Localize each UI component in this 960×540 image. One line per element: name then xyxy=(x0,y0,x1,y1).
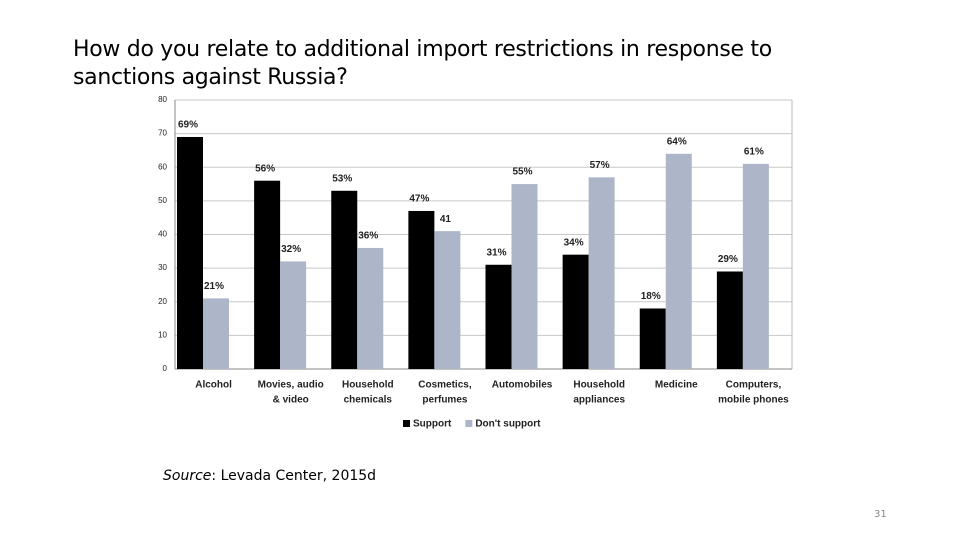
bar xyxy=(562,254,589,369)
bar xyxy=(742,163,769,369)
value-label: 18% xyxy=(641,291,661,302)
value-label: 69% xyxy=(178,120,198,131)
page-number: 31 xyxy=(874,509,887,520)
y-tick-label: 10 xyxy=(158,330,167,339)
legend-label: Support xyxy=(413,419,452,430)
source-text: : Levada Center, 2015d xyxy=(211,468,377,484)
x-tick-label: & video xyxy=(273,395,309,406)
bar xyxy=(357,247,384,369)
y-tick-label: 50 xyxy=(158,196,167,205)
x-tick-label: mobile phones xyxy=(718,395,789,406)
bar xyxy=(716,271,743,369)
value-label: 29% xyxy=(718,254,738,265)
x-tick-label: perfumes xyxy=(422,395,467,406)
source-label: Source xyxy=(163,468,212,484)
value-label: 64% xyxy=(667,136,687,147)
value-label: 56% xyxy=(255,163,275,174)
value-label: 32% xyxy=(281,244,301,255)
legend-swatch xyxy=(465,420,473,427)
bar xyxy=(639,308,666,369)
slide-title: How do you relate to additional import r… xyxy=(73,37,772,90)
x-tick-label: Automobiles xyxy=(492,380,553,391)
x-tick-label: Household xyxy=(342,380,394,391)
bar xyxy=(177,136,203,369)
legend-label: Don't support xyxy=(475,419,541,430)
value-label: 31% xyxy=(486,247,506,258)
y-tick-label: 40 xyxy=(158,230,167,239)
legend-swatch xyxy=(403,420,410,427)
y-tick-label: 60 xyxy=(158,162,167,171)
x-tick-label: appliances xyxy=(573,395,625,406)
bar xyxy=(485,264,512,369)
value-label: 47% xyxy=(409,194,429,205)
bar xyxy=(408,210,435,369)
bar xyxy=(331,190,358,369)
x-tick-label: Cosmetics, xyxy=(418,380,472,391)
x-tick-label: Alcohol xyxy=(195,380,232,391)
source: Source: Levada Center, 2015d xyxy=(163,468,376,484)
value-label: 55% xyxy=(512,167,532,178)
y-tick-label: 70 xyxy=(158,129,167,138)
value-label: 61% xyxy=(744,147,764,158)
value-label: 57% xyxy=(590,160,610,171)
x-tick-label: Computers, xyxy=(726,380,782,391)
bar xyxy=(280,261,307,369)
y-tick-label: 20 xyxy=(158,297,167,306)
bar xyxy=(665,153,692,369)
x-tick-label: Household xyxy=(573,380,625,391)
value-label: 53% xyxy=(332,173,352,184)
value-label: 34% xyxy=(564,237,584,248)
x-tick-label: Movies, audio xyxy=(258,380,324,391)
bar xyxy=(588,177,615,369)
bar xyxy=(254,180,281,369)
bar xyxy=(511,184,538,369)
y-tick-label: 80 xyxy=(158,95,167,104)
y-tick-label: 0 xyxy=(163,364,168,373)
value-label: 36% xyxy=(358,231,378,242)
x-tick-label: chemicals xyxy=(344,395,393,406)
y-tick-label: 30 xyxy=(158,263,167,272)
bar xyxy=(434,231,461,369)
value-label: 21% xyxy=(204,281,224,292)
bar xyxy=(203,298,229,369)
x-tick-label: Medicine xyxy=(655,380,698,391)
value-label: 41 xyxy=(440,214,452,225)
